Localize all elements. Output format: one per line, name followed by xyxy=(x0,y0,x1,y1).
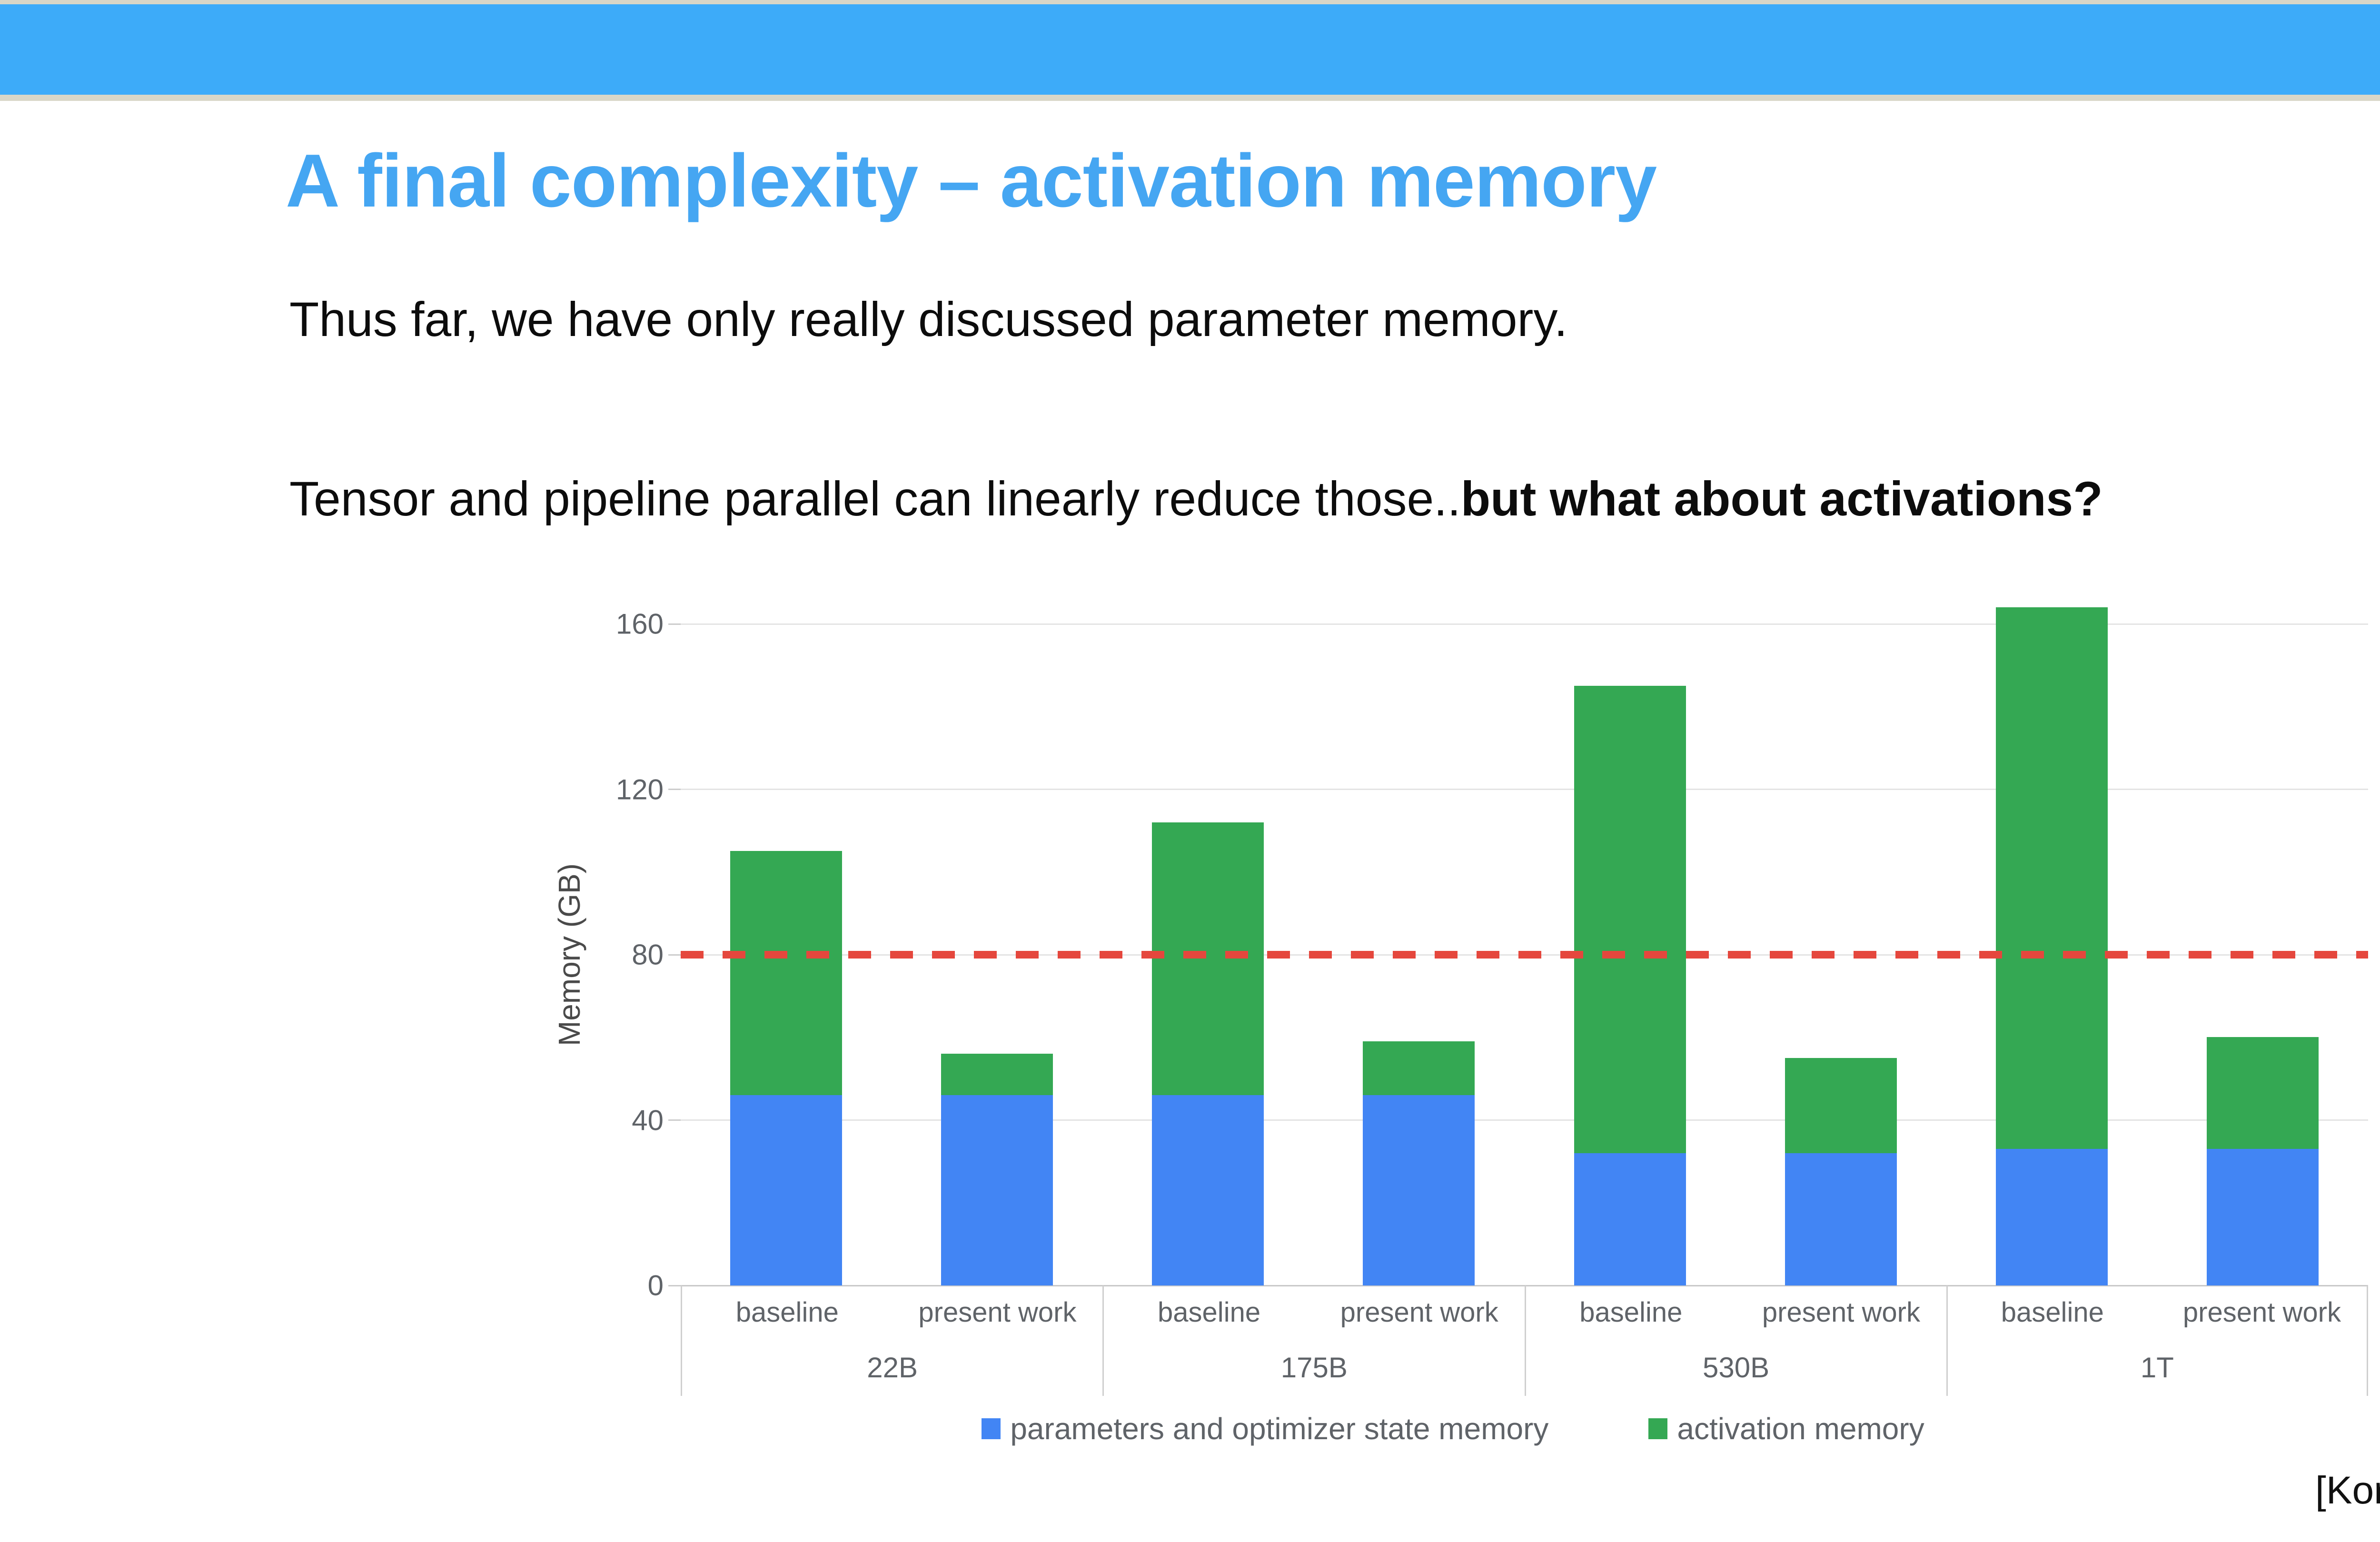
header-accent-band xyxy=(0,0,2380,101)
x-sublabels-22B: baseline present work xyxy=(682,1285,1102,1339)
legend-label-activation: activation memory xyxy=(1677,1412,1924,1446)
x-label-530B-present work: present work xyxy=(1762,1296,1920,1328)
bar-group-175B xyxy=(1102,600,1524,1285)
bar-175B-baseline xyxy=(1152,822,1264,1285)
bar-slot-530B-baseline xyxy=(1525,600,1735,1285)
bar-slot-22B-baseline xyxy=(681,600,892,1285)
body-paragraph-1: Thus far, we have only really discussed … xyxy=(289,292,1568,346)
bar-1T-baseline-activation xyxy=(1995,607,2108,1149)
gridline-120 xyxy=(681,789,2368,790)
body-paragraph-2-bold: but what about activations? xyxy=(1460,472,2103,526)
bar-530B-present work-activation xyxy=(1785,1058,1897,1153)
gridline-40 xyxy=(681,1119,2368,1121)
y-axis-title: Memory (GB) xyxy=(552,863,586,1046)
y-tick-160 xyxy=(668,623,681,625)
bar-175B-present work-params xyxy=(1363,1095,1475,1285)
bar-175B-present work-activation xyxy=(1363,1041,1475,1095)
x-group-530B: baseline present work 530B xyxy=(1524,1285,1946,1396)
header-blue-bar xyxy=(0,4,2380,95)
x-axis-band: baseline present work 22B baseline present w… xyxy=(681,1285,2368,1396)
citation: [Korthikanti et al 2022] xyxy=(2315,1469,2380,1512)
legend-label-params: parameters and optimizer state memory xyxy=(1010,1412,1549,1446)
bar-22B-baseline xyxy=(730,851,843,1285)
bar-slot-175B-baseline xyxy=(1102,600,1313,1285)
legend-swatch-params-icon xyxy=(982,1418,1001,1439)
y-tick-40 xyxy=(668,1119,681,1121)
plot-area: 0 40 80 120 160 xyxy=(616,600,2368,1302)
x-label-1T-present work: present work xyxy=(2182,1296,2341,1328)
x-group-label-530B: 530B xyxy=(1703,1351,1770,1384)
bar-slot-1T-present work xyxy=(2157,600,2368,1285)
bar-22B-baseline-activation xyxy=(730,851,843,1095)
legend-item-params: parameters and optimizer state memory xyxy=(982,1411,1548,1446)
y-tick-80 xyxy=(668,954,681,956)
x-group-175B: baseline present work 175B xyxy=(1102,1285,1524,1396)
body-paragraph-2-normal: Tensor and pipeline parallel can linearl… xyxy=(289,472,1461,526)
bar-22B-baseline-params xyxy=(730,1095,843,1285)
x-sublabels-175B: baseline present work xyxy=(1104,1285,1524,1339)
x-group-label-1T: 1T xyxy=(2140,1351,2174,1384)
bar-1T-baseline xyxy=(1995,607,2108,1285)
bar-slot-22B-present work xyxy=(892,600,1102,1285)
x-group-label-22B: 22B xyxy=(867,1351,918,1384)
y-tick-120 xyxy=(668,789,681,790)
y-tick-label-80: 80 xyxy=(632,939,664,971)
gridline-160 xyxy=(681,623,2368,625)
bar-1T-present work-activation xyxy=(2206,1037,2319,1149)
bar-530B-baseline xyxy=(1574,686,1686,1285)
bar-530B-baseline-params xyxy=(1574,1153,1686,1285)
chart-legend: parameters and optimizer state memory ac… xyxy=(609,1410,2297,1448)
body-paragraph-2: Tensor and pipeline parallel can linearl… xyxy=(289,469,2103,530)
bar-slot-1T-baseline xyxy=(1946,600,2157,1285)
y-tick-0 xyxy=(668,1285,681,1286)
bar-530B-baseline-activation xyxy=(1574,686,1686,1153)
page-title: A final complexity – activation memory xyxy=(286,139,1657,223)
y-tick-label-40: 40 xyxy=(632,1104,664,1136)
x-sublabels-1T: baseline present work xyxy=(1948,1285,2367,1339)
bar-slot-530B-present work xyxy=(1735,600,1946,1285)
bar-1T-present work xyxy=(2206,1037,2319,1285)
x-sublabels-530B: baseline present work xyxy=(1526,1285,1946,1339)
bar-groups xyxy=(681,600,2368,1285)
bar-22B-present work-activation xyxy=(941,1054,1053,1095)
legend-swatch-activation-icon xyxy=(1648,1418,1668,1439)
bar-slot-175B-present work xyxy=(1313,600,1524,1285)
y-tick-label-160: 160 xyxy=(615,608,664,640)
x-label-22B-baseline: baseline xyxy=(735,1296,839,1328)
x-label-1T-baseline: baseline xyxy=(2001,1296,2104,1328)
x-group-1T: baseline present work 1T xyxy=(1946,1285,2368,1396)
x-label-175B-present work: present work xyxy=(1340,1296,1498,1328)
bar-22B-present work xyxy=(941,1054,1053,1285)
bar-530B-present work xyxy=(1785,1058,1897,1285)
x-group-22B: baseline present work 22B xyxy=(681,1285,1102,1396)
bar-group-22B xyxy=(681,600,1102,1285)
legend-item-activation: activation memory xyxy=(1648,1411,1924,1446)
x-group-label-175B: 175B xyxy=(1280,1351,1348,1384)
bar-group-1T xyxy=(1946,600,2368,1285)
y-tick-label-0: 0 xyxy=(647,1269,664,1302)
bar-175B-baseline-activation xyxy=(1152,822,1264,1095)
bar-175B-present work xyxy=(1363,1041,1475,1285)
y-tick-label-120: 120 xyxy=(615,773,664,805)
reference-line-80gb xyxy=(681,951,2368,959)
x-label-22B-present work: present work xyxy=(918,1296,1077,1328)
bar-group-530B xyxy=(1525,600,1946,1285)
bar-175B-baseline-params xyxy=(1152,1095,1264,1285)
bar-1T-baseline-params xyxy=(1995,1149,2108,1285)
x-label-175B-baseline: baseline xyxy=(1158,1296,1261,1328)
bar-1T-present work-params xyxy=(2206,1149,2319,1285)
bar-22B-present work-params xyxy=(941,1095,1053,1285)
bar-530B-present work-params xyxy=(1785,1153,1897,1285)
x-label-530B-baseline: baseline xyxy=(1579,1296,1683,1328)
